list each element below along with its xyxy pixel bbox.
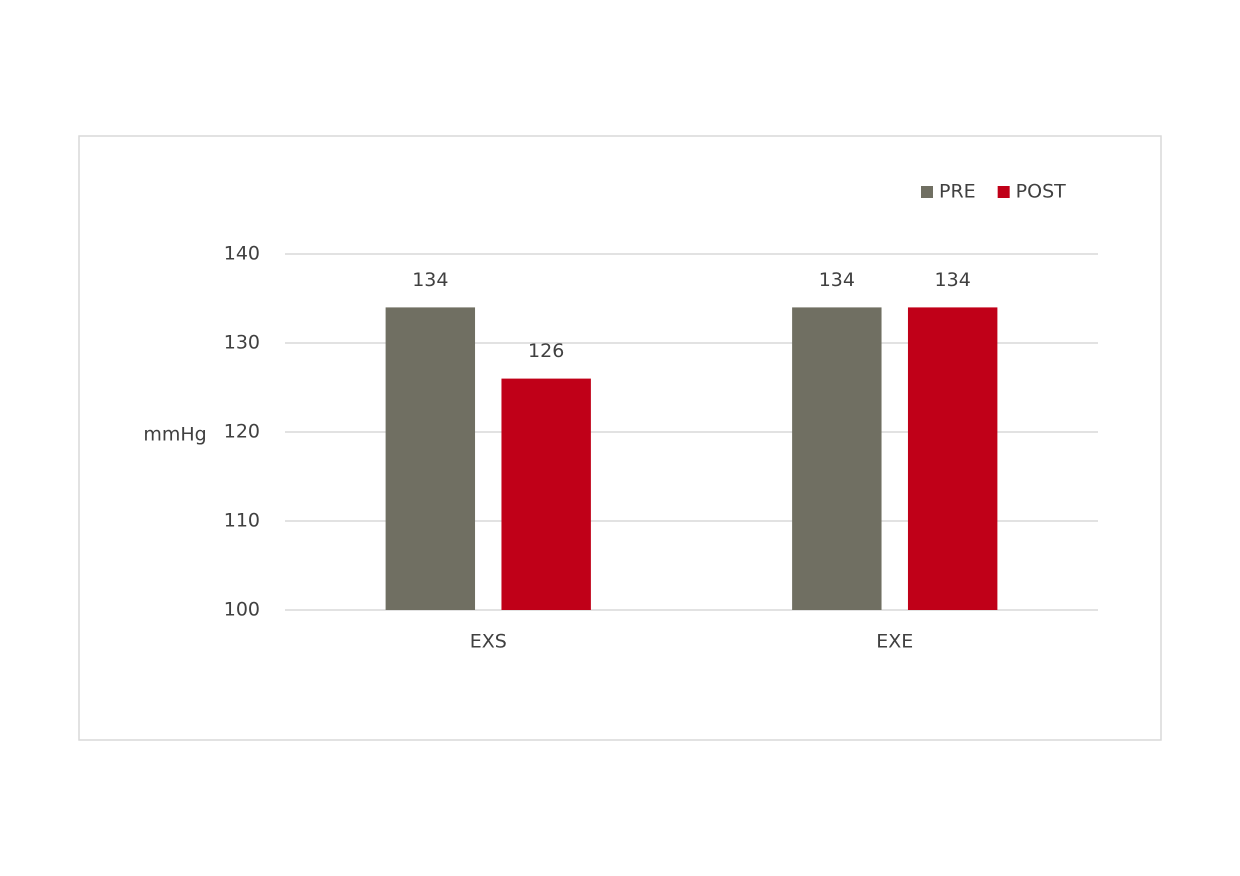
bar: [792, 307, 882, 610]
legend-swatch: [921, 186, 933, 198]
x-tick-label: EXS: [470, 631, 507, 653]
y-tick-label: 140: [224, 243, 260, 265]
y-tick-label: 120: [224, 421, 260, 443]
bar: [907, 307, 998, 610]
data-label: 134: [935, 269, 971, 291]
legend-label: POST: [1016, 181, 1066, 203]
y-axis-label: mmHg: [143, 424, 206, 446]
y-tick-label: 100: [224, 599, 260, 621]
bar: [385, 307, 476, 610]
legend-label: PRE: [939, 181, 976, 203]
bar: [501, 378, 591, 610]
data-label: 134: [819, 269, 855, 291]
x-tick-label: EXE: [876, 631, 913, 653]
y-tick-label: 130: [224, 332, 260, 354]
data-label: 126: [528, 340, 564, 362]
y-tick-label: 110: [224, 510, 260, 532]
data-label: 134: [412, 269, 448, 291]
legend-swatch: [997, 186, 1010, 198]
